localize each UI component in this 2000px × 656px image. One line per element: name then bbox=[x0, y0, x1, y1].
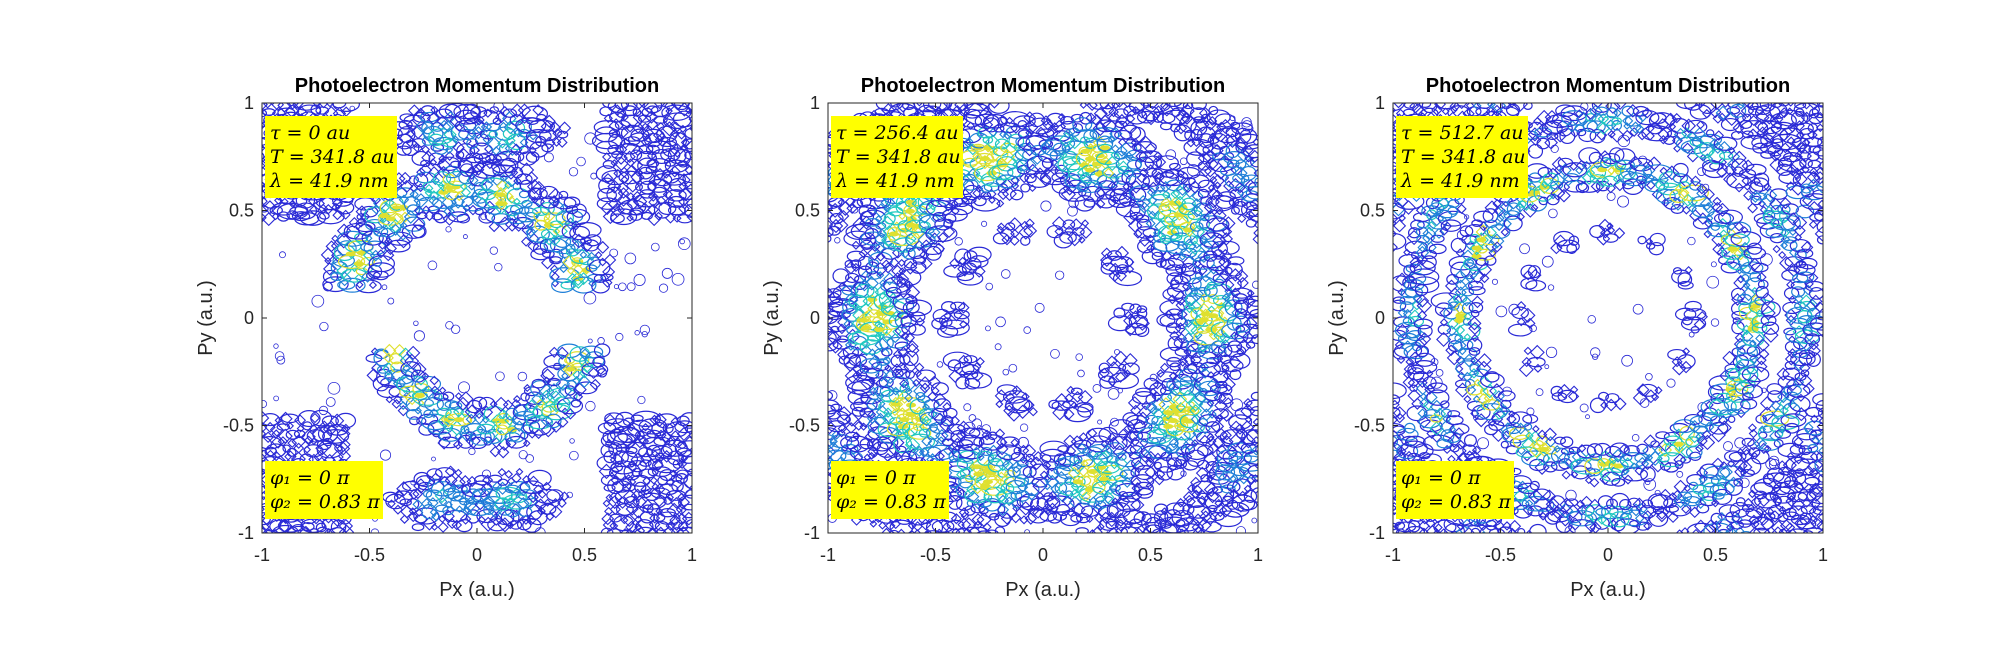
annotation-bottom-line: φ₁ = 0 π bbox=[1401, 467, 1481, 489]
y-tick-label: -0.5 bbox=[1354, 416, 1385, 436]
x-tick-label: 0.5 bbox=[1138, 545, 1163, 565]
x-tick-label: -0.5 bbox=[1485, 545, 1516, 565]
annotation-top-line: T = 341.8 au bbox=[836, 146, 961, 168]
x-tick-label: -0.5 bbox=[354, 545, 385, 565]
annotation-box-top bbox=[1396, 116, 1528, 198]
chart-title: Photoelectron Momentum Distribution bbox=[861, 75, 1225, 97]
annotation-top-line: T = 341.8 au bbox=[1401, 146, 1526, 168]
annotation-top-line: τ = 512.7 au bbox=[1401, 122, 1524, 144]
annotation-bottom-line: φ₂ = 0.83 π bbox=[1401, 491, 1511, 513]
y-tick-label: 0 bbox=[1375, 308, 1385, 328]
x-tick-label: 0 bbox=[1038, 545, 1048, 565]
annotation-top-line: λ = 41.9 nm bbox=[835, 170, 955, 192]
x-tick-label: 0 bbox=[472, 545, 482, 565]
annotation-top-line: λ = 41.9 nm bbox=[269, 170, 389, 192]
x-tick-label: -1 bbox=[820, 545, 836, 565]
y-tick-label: -0.5 bbox=[223, 416, 254, 436]
x-axis-label: Px (a.u.) bbox=[1570, 579, 1646, 601]
x-axis-label: Px (a.u.) bbox=[1005, 579, 1081, 601]
x-tick-label: 1 bbox=[1818, 545, 1828, 565]
x-tick-label: -0.5 bbox=[920, 545, 951, 565]
annotation-bottom-line: φ₁ = 0 π bbox=[270, 467, 350, 489]
y-axis-label: Py (a.u.) bbox=[761, 280, 783, 356]
annotation-top-line: τ = 256.4 au bbox=[836, 122, 959, 144]
x-tick-label: 0 bbox=[1603, 545, 1613, 565]
y-tick-label: 1 bbox=[1375, 93, 1385, 113]
y-axis-label: Py (a.u.) bbox=[195, 280, 217, 356]
y-tick-label: -1 bbox=[804, 523, 820, 543]
y-tick-label: 0.5 bbox=[795, 201, 820, 221]
annotation-box-top bbox=[831, 116, 963, 198]
y-tick-label: 1 bbox=[244, 93, 254, 113]
annotation-box-bottom bbox=[831, 461, 949, 519]
x-tick-label: 0.5 bbox=[572, 545, 597, 565]
y-axis-label: Py (a.u.) bbox=[1326, 280, 1348, 356]
y-tick-label: 0 bbox=[244, 308, 254, 328]
annotation-top-line: λ = 41.9 nm bbox=[1400, 170, 1520, 192]
x-tick-label: -1 bbox=[254, 545, 270, 565]
annotation-box-top bbox=[265, 116, 397, 198]
y-tick-label: 0.5 bbox=[229, 201, 254, 221]
annotation-top-line: T = 341.8 au bbox=[270, 146, 395, 168]
annotation-top-line: τ = 0 au bbox=[270, 122, 350, 144]
chart-title: Photoelectron Momentum Distribution bbox=[1426, 75, 1790, 97]
x-tick-label: 1 bbox=[687, 545, 697, 565]
contour-lines bbox=[828, 103, 1258, 533]
annotation-bottom-line: φ₂ = 0.83 π bbox=[270, 491, 380, 513]
x-tick-label: 1 bbox=[1253, 545, 1263, 565]
annotation-bottom-line: φ₂ = 0.83 π bbox=[836, 491, 946, 513]
y-tick-label: 0.5 bbox=[1360, 201, 1385, 221]
x-axis-label: Px (a.u.) bbox=[439, 579, 515, 601]
y-tick-label: -0.5 bbox=[789, 416, 820, 436]
y-tick-label: -1 bbox=[1369, 523, 1385, 543]
chart-title: Photoelectron Momentum Distribution bbox=[295, 75, 659, 97]
x-tick-label: 0.5 bbox=[1703, 545, 1728, 565]
y-tick-label: -1 bbox=[238, 523, 254, 543]
x-tick-label: -1 bbox=[1385, 545, 1401, 565]
panel-3: -1 -0.5 0 0.5 1 -1 -0.5 0 0.5 1 Photoelectron Mome… bbox=[1326, 75, 1828, 601]
y-tick-label: 0 bbox=[810, 308, 820, 328]
annotation-box-bottom bbox=[265, 461, 383, 519]
annotation-bottom-line: φ₁ = 0 π bbox=[836, 467, 916, 489]
annotation-box-bottom bbox=[1396, 461, 1514, 519]
panel-1: -1 -0.5 0 0.5 1 -1 -0.5 0 0.5 1 Photoelectron Mome… bbox=[195, 75, 697, 601]
y-tick-label: 1 bbox=[810, 93, 820, 113]
panel-2: -1 -0.5 0 0.5 1 -1 -0.5 0 0.5 1 Photoelectron Mome… bbox=[761, 75, 1263, 601]
